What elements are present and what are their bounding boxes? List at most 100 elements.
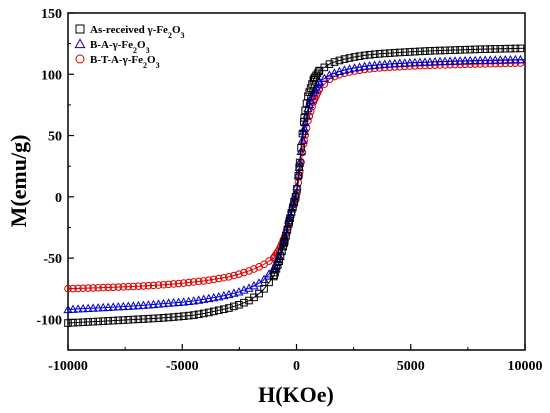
point-circle: [69, 284, 77, 293]
point-circle: [179, 279, 188, 287]
point-triangle: [128, 301, 138, 310]
point-square: [461, 45, 469, 54]
point-triangle: [297, 135, 308, 144]
point-triangle-legend: [74, 38, 86, 49]
point-square: [471, 45, 479, 54]
point-square: [230, 302, 238, 311]
point-triangle: [168, 298, 179, 307]
point-square: [350, 53, 359, 61]
point-square: [516, 44, 525, 53]
point-triangle: [98, 302, 108, 312]
point-circle: [129, 282, 138, 291]
point-circle: [215, 274, 223, 283]
point-square: [109, 316, 118, 325]
point-triangle: [385, 59, 395, 68]
point-triangle: [118, 301, 128, 311]
point-square: [421, 47, 429, 55]
point-triangle: [209, 292, 219, 302]
point-triangle: [189, 296, 199, 305]
point-circle: [84, 284, 92, 292]
point-square-legend: [75, 24, 85, 34]
point-square: [298, 129, 307, 138]
point-square: [235, 301, 243, 309]
point-circle: [74, 284, 82, 293]
point-circle: [184, 278, 193, 287]
point-square: [431, 46, 439, 55]
point-square: [159, 314, 168, 322]
point-square: [390, 48, 399, 57]
point-square: [315, 67, 323, 76]
point-triangle: [395, 58, 405, 67]
x-tick-label: 10000: [508, 359, 543, 374]
y-tick-label: 0: [55, 191, 62, 206]
point-circle: [194, 277, 203, 286]
x-tick-label: 5000: [397, 359, 425, 374]
point-square: [275, 257, 283, 265]
point-triangle: [370, 60, 380, 69]
point-square: [304, 92, 312, 101]
point-square: [306, 84, 315, 92]
point-triangle: [158, 298, 169, 308]
point-triangle: [78, 303, 88, 313]
y-tick-label: -100: [36, 313, 62, 328]
point-square: [271, 268, 279, 277]
point-square: [360, 51, 369, 60]
point-square: [276, 252, 285, 261]
point-triangle: [405, 57, 415, 67]
point-square: [64, 319, 72, 327]
point-circle: [204, 276, 213, 284]
point-triangle: [485, 55, 495, 64]
point-triangle: [495, 55, 505, 64]
point-square: [124, 316, 133, 324]
point-triangle: [349, 63, 360, 72]
point-square: [204, 308, 213, 317]
point-square: [94, 317, 102, 326]
y-tick-label: 150: [41, 7, 62, 22]
point-triangle: [505, 54, 516, 64]
point-square: [446, 46, 454, 55]
point-triangle: [113, 302, 123, 311]
point-triangle: [204, 293, 214, 303]
point-circle: [199, 277, 208, 285]
point-square: [375, 50, 384, 58]
point-square: [174, 312, 183, 321]
point-square: [293, 185, 301, 193]
point-triangle: [400, 58, 410, 67]
point-triangle: [93, 303, 103, 312]
point-circle: [144, 281, 153, 290]
point-square: [272, 265, 281, 273]
point-triangle: [450, 56, 460, 65]
point-circle: [230, 271, 238, 280]
point-square: [215, 306, 223, 315]
point-square: [295, 163, 304, 172]
point-circle: [149, 281, 158, 290]
series-square: [64, 44, 526, 327]
point-square: [280, 237, 289, 246]
legend-label: As-received γ-Fe2O3: [90, 24, 185, 40]
point-square: [340, 55, 349, 63]
point-circle: [220, 273, 228, 282]
point-circle: [124, 282, 133, 291]
point-circle: [169, 280, 178, 288]
point-triangle: [299, 123, 309, 132]
point-square: [370, 50, 379, 59]
point-square: [164, 313, 173, 322]
point-square: [466, 45, 474, 54]
point-triangle: [138, 300, 149, 309]
y-tick-label: 100: [41, 68, 62, 83]
x-tick-label: -10000: [48, 359, 88, 374]
point-triangle: [430, 56, 440, 66]
legend: As-received γ-Fe2O3B-A-γ-Fe2O3B-T-A-γ-Fe…: [74, 24, 185, 70]
tick-labels: -10000 -5000 0 5000 10000 -100 -50 0 50 100 150: [36, 7, 542, 374]
point-square: [240, 298, 248, 307]
point-square: [139, 315, 148, 323]
point-square: [335, 56, 344, 65]
point-square: [129, 315, 138, 324]
point-square: [89, 317, 97, 326]
point-square: [74, 318, 82, 327]
point-circle: [235, 270, 243, 278]
point-triangle: [153, 299, 164, 308]
point-circle: [225, 273, 233, 281]
point-triangle: [214, 291, 224, 301]
point-triangle: [219, 290, 229, 300]
